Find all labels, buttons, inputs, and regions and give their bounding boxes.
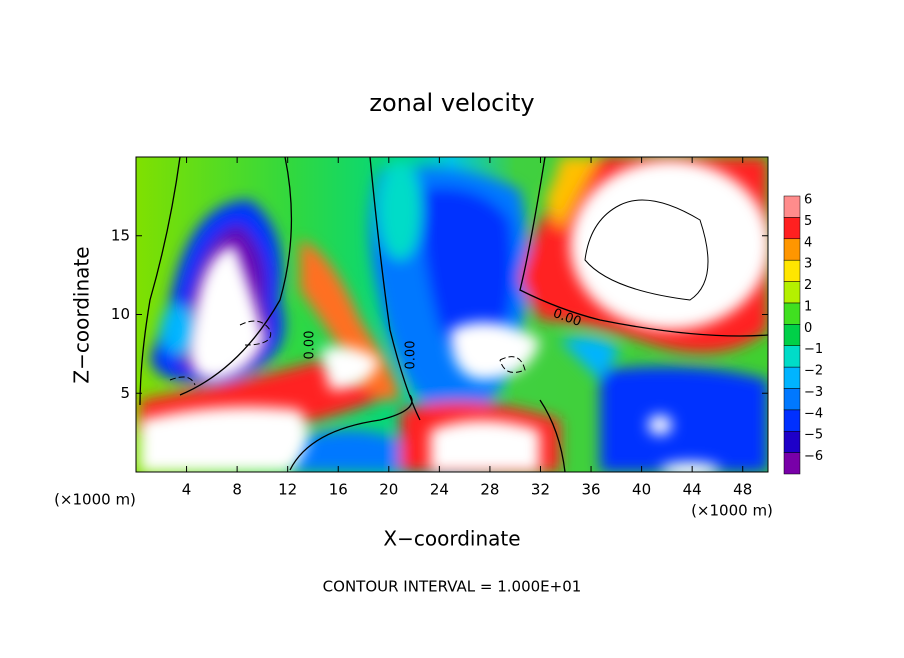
chart-title: zonal velocity [369, 89, 534, 117]
y-tick-label: 5 [120, 384, 130, 402]
colorbar-label: −2 [804, 364, 823, 379]
colorbar-swatch [783, 217, 801, 240]
x-tick-label: 48 [733, 481, 752, 499]
x-tick-label: 20 [379, 481, 398, 499]
colorbar-label: 1 [804, 299, 812, 314]
x-tick-label: 40 [632, 481, 651, 499]
colorbar-label: 4 [804, 235, 812, 250]
colorbar-swatch [783, 195, 801, 218]
x-tick-label: 16 [329, 481, 348, 499]
colorbar-label: −6 [804, 449, 823, 464]
colorbar-swatch [783, 281, 801, 304]
x-tick-label: 36 [581, 481, 600, 499]
x-unit: (×1000 m) [691, 502, 773, 520]
colorbar-swatch [783, 259, 801, 282]
colorbar-swatch [783, 238, 801, 261]
y-tick-label: 10 [111, 305, 130, 323]
y-axis-label: Z−coordinate [70, 246, 94, 383]
colorbar-swatch [783, 430, 801, 453]
x-tick-label: 24 [430, 481, 449, 499]
colorbar-label: −4 [804, 406, 823, 421]
colorbar-label: 5 [804, 214, 812, 229]
colorbar-swatch [783, 302, 801, 325]
colorbar-label: 0 [804, 321, 812, 336]
x-axis-label: X−coordinate [383, 527, 520, 551]
x-tick-label: 4 [182, 481, 192, 499]
colorbar-swatch [783, 409, 801, 432]
x-tick-label: 32 [531, 481, 550, 499]
x-tick-label: 12 [278, 481, 297, 499]
colorbar-swatch [783, 366, 801, 389]
contour-label: 0.00 [404, 341, 419, 370]
colorbar-swatch [783, 452, 801, 475]
y-unit: (×1000 m) [54, 491, 136, 509]
colorbar-swatch [783, 345, 801, 368]
colorbar-label: 3 [804, 257, 812, 272]
colorbar-label: 6 [804, 193, 812, 208]
colorbar-swatch [783, 324, 801, 346]
contour-label: 0.00 [303, 331, 318, 360]
x-tick-label: 28 [480, 481, 499, 499]
y-tick-label: 15 [111, 226, 130, 244]
colorbar-label: 2 [804, 278, 812, 293]
colorbar-label: −5 [804, 428, 823, 443]
colorbar-label: −1 [804, 342, 823, 357]
colorbar-label: −3 [804, 385, 823, 400]
footnote: CONTOUR INTERVAL = 1.000E+01 [323, 578, 582, 596]
colorbar-swatch [783, 388, 801, 411]
x-tick-label: 8 [232, 481, 242, 499]
x-tick-label: 44 [683, 481, 702, 499]
field [136, 157, 768, 472]
